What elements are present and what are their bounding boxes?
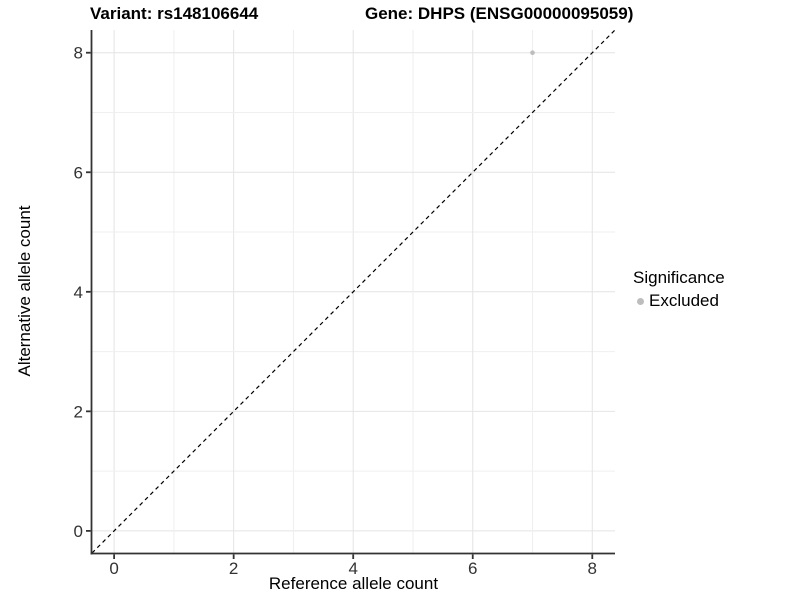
y-axis-title: Alternative allele count	[15, 205, 34, 377]
data-point	[530, 50, 535, 56]
y-tick-label: 8	[74, 44, 83, 63]
x-tick-label: 2	[229, 559, 238, 578]
point-marker-icon	[637, 297, 644, 305]
x-tick-label: 4	[348, 559, 357, 578]
plot-title-gene: Gene: DHPS (ENSG00000095059)	[365, 4, 634, 23]
y-tick-label: 0	[74, 522, 83, 541]
x-tick-label: 6	[468, 559, 477, 578]
x-tick-label: 8	[588, 559, 597, 578]
y-tick-label: 4	[74, 283, 83, 302]
legend-title: Significance	[633, 268, 725, 287]
legend-item-label: Excluded	[649, 291, 719, 310]
plot-title-variant: Variant: rs148106644	[90, 4, 259, 23]
identity-dashed-line	[91, 29, 616, 554]
legend: Significance Excluded	[633, 268, 725, 311]
x-tick-label: 0	[109, 559, 118, 578]
legend-item-excluded: Excluded	[633, 291, 725, 311]
y-tick-label: 2	[74, 402, 83, 421]
x-axis-title: Reference allele count	[268, 574, 439, 593]
y-tick-label: 6	[74, 163, 83, 182]
